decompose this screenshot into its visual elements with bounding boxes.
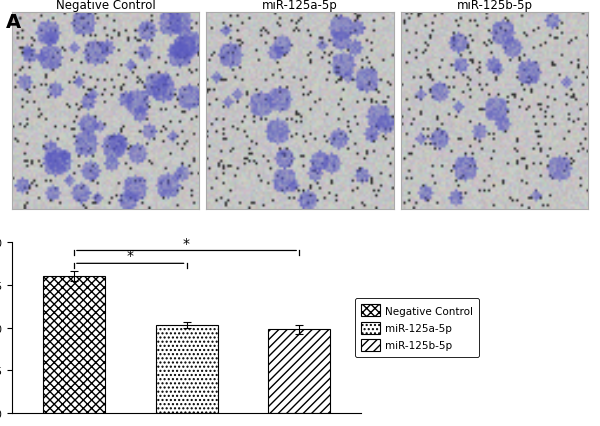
Text: *: * — [183, 236, 190, 250]
Legend: Negative Control, miR-125a-5p, miR-125b-5p: Negative Control, miR-125a-5p, miR-125b-… — [355, 298, 479, 357]
Bar — [155, 325, 218, 413]
Title: miR-125b-5p: miR-125b-5p — [457, 0, 532, 12]
Bar — [268, 329, 330, 413]
Text: *: * — [127, 249, 134, 263]
Title: miR-125a-5p: miR-125a-5p — [262, 0, 338, 12]
Text: A: A — [6, 13, 21, 32]
Title: Negative Control: Negative Control — [56, 0, 155, 12]
Bar — [43, 276, 105, 413]
